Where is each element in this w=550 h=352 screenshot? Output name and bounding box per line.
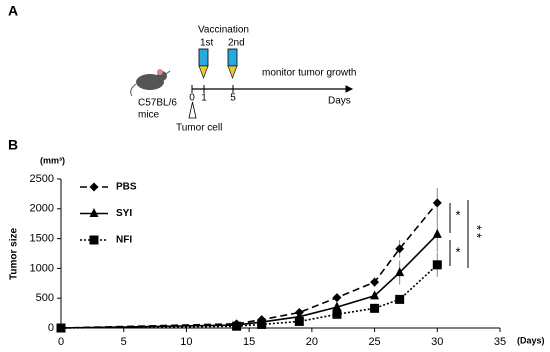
- syringe: [198, 48, 238, 79]
- marker: [432, 198, 442, 208]
- timeline-tick: 1: [201, 93, 207, 104]
- marker: [332, 293, 342, 303]
- mouse-label: mice: [138, 110, 160, 121]
- significance-mark: **: [470, 225, 485, 241]
- tumor-cell-label: Tumor cell: [176, 123, 222, 134]
- marker: [232, 321, 242, 331]
- x-tick-label: 15: [243, 336, 255, 348]
- y-tick-label: 0: [48, 322, 54, 334]
- marker: [56, 323, 66, 333]
- marker: [432, 228, 442, 238]
- x-tick-label: 20: [306, 336, 318, 348]
- series-line: [60, 202, 438, 329]
- mouse-label: C57BL/6: [138, 98, 177, 109]
- marker: [395, 267, 405, 277]
- x-tick-label: 5: [121, 336, 127, 348]
- panel-label: B: [8, 137, 18, 153]
- y-tick-label: 2000: [30, 203, 54, 215]
- marker: [89, 208, 99, 217]
- dose-label: 1st: [200, 38, 214, 49]
- marker: [294, 316, 304, 326]
- dose-label: 2nd: [228, 38, 245, 49]
- y-tick-label: 500: [36, 292, 54, 304]
- marker: [395, 244, 405, 254]
- y-axis-title: Tumor size: [9, 228, 20, 280]
- marker: [332, 309, 342, 319]
- series-line: [60, 233, 438, 329]
- y-tick-label: 2500: [30, 173, 54, 185]
- y-tick-label: 1500: [30, 233, 54, 245]
- marker: [332, 301, 342, 311]
- significance-mark: *: [455, 207, 460, 222]
- vaccination-label: Vaccination: [198, 25, 249, 36]
- timeline-tick: 0: [189, 93, 195, 104]
- legend-label: SYI: [116, 208, 132, 219]
- y-unit: (mm³): [40, 155, 65, 165]
- x-tick-label: 0: [58, 336, 64, 348]
- days-label: Days: [328, 96, 351, 107]
- x-tick-label: 30: [431, 336, 443, 348]
- x-tick-label: 25: [368, 336, 380, 348]
- mouse-icon: [130, 69, 171, 97]
- y-tick-label: 1000: [30, 262, 54, 274]
- marker: [370, 290, 380, 300]
- marker: [432, 260, 442, 270]
- x-axis-title: (Days): [517, 335, 545, 345]
- tumor-cell-icon: [188, 101, 197, 119]
- significance-brackets: [449, 200, 469, 268]
- legend-label: PBS: [116, 182, 137, 193]
- marker: [89, 182, 99, 192]
- marker: [257, 319, 267, 329]
- marker: [89, 235, 99, 245]
- marker: [370, 303, 380, 313]
- monitor-label: monitor tumor growth: [262, 68, 356, 79]
- x-tick-label: 10: [180, 336, 192, 348]
- significance-mark: *: [455, 244, 460, 259]
- legend-label: NFI: [116, 235, 132, 246]
- panel-label: A: [8, 3, 18, 19]
- timeline-tick: 5: [230, 93, 236, 104]
- marker: [370, 277, 380, 287]
- x-tick-label: 35: [494, 336, 506, 348]
- marker: [395, 294, 405, 304]
- timeline: [191, 85, 354, 93]
